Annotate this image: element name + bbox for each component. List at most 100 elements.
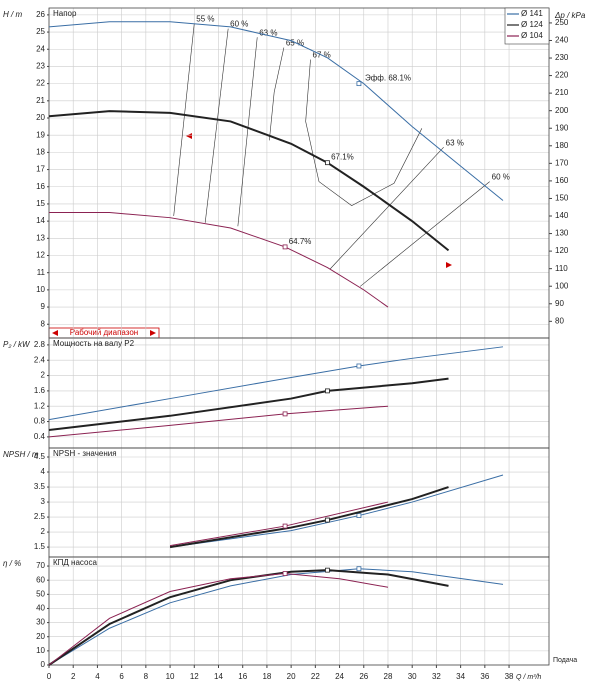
y-tick-label: 18	[36, 147, 45, 156]
y-tick-label: 0	[41, 660, 46, 669]
y2-tick-label: 130	[555, 229, 569, 238]
y-tick-label: 10	[36, 646, 45, 655]
iso-efficiency-label: 63 %	[259, 28, 277, 37]
x-tick-label: 38	[505, 672, 514, 681]
y-axis-label: H / m	[3, 10, 22, 19]
y2-tick-label: 80	[555, 316, 564, 325]
duty-point	[325, 517, 330, 523]
y-tick-label: 22	[36, 79, 45, 88]
duty-point	[282, 244, 288, 250]
x-tick-label: 20	[287, 672, 296, 681]
legend-label: Ø 124	[521, 20, 543, 29]
x-tick-label: 26	[359, 672, 368, 681]
series-line	[169, 501, 389, 547]
y2-tick-label: 150	[555, 194, 569, 203]
y2-tick-label: 180	[555, 141, 569, 150]
duty-point	[356, 81, 362, 87]
y-tick-label: 21	[36, 96, 45, 105]
iso-efficiency-line	[329, 147, 444, 270]
y-tick-label: 14	[36, 216, 45, 225]
iso-efficiency-label: 60 %	[492, 173, 510, 182]
duty-point	[325, 160, 330, 166]
y-tick-label: 9	[41, 302, 46, 311]
limit-marker	[446, 262, 452, 268]
y2-tick-label: 90	[555, 299, 564, 308]
y2-tick-label: 200	[555, 106, 569, 115]
y-tick-label: 19	[36, 130, 45, 139]
duty-point	[356, 363, 362, 369]
y2-tick-label: 120	[555, 246, 569, 255]
panel-frame	[48, 556, 550, 666]
annotation: Эфф. 68.1%	[365, 74, 411, 83]
iso-efficiency-line	[204, 28, 229, 223]
duty-point	[356, 513, 362, 518]
y-tick-label: 3	[41, 497, 46, 506]
x-tick-label: 16	[238, 672, 247, 681]
y-axis-label: η / %	[3, 559, 21, 568]
x-tick-label: 0	[47, 672, 52, 681]
legend-label: Ø 104	[521, 31, 543, 40]
y-tick-label: 1.6	[34, 386, 46, 395]
y2-axis-label: Δp / kPa	[554, 11, 586, 20]
duty-point	[282, 411, 288, 417]
y2-tick-label: 210	[555, 88, 569, 97]
y2-tick-label: 160	[555, 176, 569, 185]
y-tick-label: 2	[41, 527, 46, 536]
x-tick-label: 30	[408, 672, 417, 681]
panel-title: КПД насоса	[53, 558, 97, 567]
x-tick-label: 34	[456, 672, 465, 681]
series-line	[48, 21, 504, 201]
y2-tick-label: 140	[555, 211, 569, 220]
y-tick-label: 2.5	[34, 512, 46, 521]
iso-efficiency-line	[269, 47, 285, 141]
x-tick-label: 18	[262, 672, 271, 681]
series-line	[48, 377, 449, 431]
x-tick-label: 24	[335, 672, 344, 681]
y-tick-label: 15	[36, 199, 45, 208]
y-tick-label: 16	[36, 182, 45, 191]
panel-title: NPSH - значения	[53, 449, 117, 458]
x-tick-label: 6	[119, 672, 124, 681]
x-tick-label: 2	[71, 672, 76, 681]
y2-tick-label: 190	[555, 123, 569, 132]
x-axis-label-2: Подача	[553, 657, 577, 664]
duty-point	[356, 566, 362, 572]
series-line	[48, 405, 389, 438]
iso-efficiency-line	[173, 23, 195, 217]
series-line	[169, 474, 504, 548]
duty-point	[282, 523, 288, 529]
panel-frame	[48, 7, 550, 339]
series-line	[48, 568, 504, 666]
y-tick-label: 2	[41, 371, 46, 380]
x-axis-label: Q / m³/h	[516, 674, 541, 681]
iso-efficiency-label: 55 %	[196, 15, 214, 24]
iso-efficiency-line	[305, 59, 423, 207]
y2-tick-label: 170	[555, 158, 569, 167]
y-tick-label: 30	[36, 618, 45, 627]
y-tick-label: 17	[36, 165, 45, 174]
y2-tick-label: 220	[555, 71, 569, 80]
y-tick-label: 3.5	[34, 482, 46, 491]
y-axis-label: NPSH / m	[3, 450, 39, 459]
range-arrow	[150, 330, 156, 336]
y-tick-label: 8	[41, 319, 46, 328]
y-tick-label: 0.8	[34, 417, 46, 426]
panel-frame	[48, 447, 550, 558]
y-tick-label: 4	[41, 467, 46, 476]
x-tick-label: 4	[95, 672, 100, 681]
x-tick-label: 8	[144, 672, 149, 681]
range-label: Рабочий диапазон	[70, 328, 138, 337]
y-tick-label: 70	[36, 561, 45, 570]
iso-efficiency-line	[237, 37, 258, 227]
duty-point	[325, 567, 330, 573]
x-tick-label: 28	[384, 672, 393, 681]
duty-point	[325, 388, 330, 394]
panel-title: Мощность на валу P2	[53, 339, 135, 348]
iso-efficiency-label: 63 %	[446, 138, 464, 147]
range-arrow	[52, 330, 58, 336]
iso-efficiency-label: 65 %	[286, 39, 304, 48]
series-line	[48, 346, 504, 421]
y-tick-label: 24	[36, 44, 45, 53]
y-tick-label: 10	[36, 285, 45, 294]
